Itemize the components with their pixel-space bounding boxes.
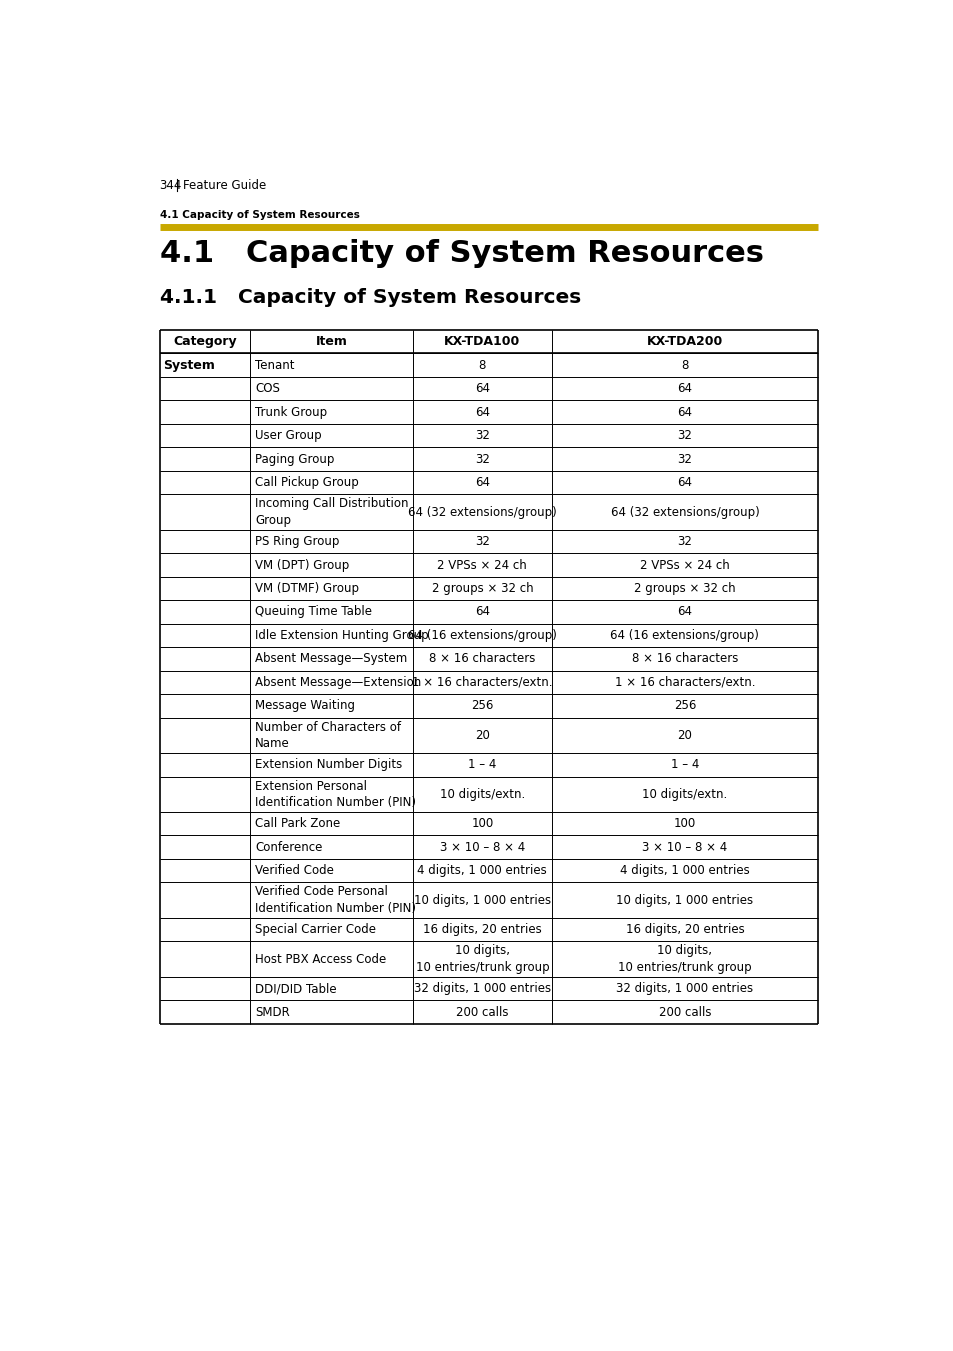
- Text: Category: Category: [173, 335, 236, 349]
- Text: 32 digits, 1 000 entries: 32 digits, 1 000 entries: [616, 982, 753, 996]
- Text: 16 digits, 20 entries: 16 digits, 20 entries: [422, 923, 541, 936]
- Text: 32: 32: [475, 430, 489, 442]
- Text: 20: 20: [475, 730, 489, 742]
- Text: 10 digits,
10 entries/trunk group: 10 digits, 10 entries/trunk group: [416, 944, 549, 974]
- Text: 344: 344: [159, 178, 182, 192]
- Text: Item: Item: [315, 335, 348, 349]
- Text: 3 × 10 – 8 × 4: 3 × 10 – 8 × 4: [439, 840, 524, 854]
- Text: Queuing Time Table: Queuing Time Table: [254, 605, 372, 619]
- Text: 8 × 16 characters: 8 × 16 characters: [631, 653, 738, 666]
- Text: 2 groups × 32 ch: 2 groups × 32 ch: [431, 582, 533, 594]
- Text: 64 (32 extensions/group): 64 (32 extensions/group): [408, 505, 557, 519]
- Text: 2 VPSs × 24 ch: 2 VPSs × 24 ch: [437, 558, 527, 571]
- Text: User Group: User Group: [254, 430, 321, 442]
- Text: Call Park Zone: Call Park Zone: [254, 817, 340, 831]
- Text: 4.1 Capacity of System Resources: 4.1 Capacity of System Resources: [159, 209, 359, 220]
- Text: Verified Code: Verified Code: [254, 865, 334, 877]
- Text: 64: 64: [475, 605, 489, 619]
- Text: Extension Number Digits: Extension Number Digits: [254, 758, 402, 771]
- Text: SMDR: SMDR: [254, 1005, 290, 1019]
- Text: 200 calls: 200 calls: [456, 1005, 508, 1019]
- Text: DDI/DID Table: DDI/DID Table: [254, 982, 336, 996]
- Text: VM (DPT) Group: VM (DPT) Group: [254, 558, 349, 571]
- Text: 10 digits, 1 000 entries: 10 digits, 1 000 entries: [414, 893, 550, 907]
- Text: 64: 64: [475, 382, 489, 396]
- Text: 8: 8: [478, 359, 485, 372]
- Text: 200 calls: 200 calls: [658, 1005, 710, 1019]
- Text: Idle Extension Hunting Group: Idle Extension Hunting Group: [254, 630, 428, 642]
- Text: 64: 64: [677, 476, 692, 489]
- Text: 100: 100: [471, 817, 493, 831]
- Text: Incoming Call Distribution
Group: Incoming Call Distribution Group: [254, 497, 408, 527]
- Text: 8: 8: [680, 359, 688, 372]
- Text: 1 – 4: 1 – 4: [468, 758, 496, 771]
- Text: 10 digits,
10 entries/trunk group: 10 digits, 10 entries/trunk group: [618, 944, 751, 974]
- Text: 4.1.1   Capacity of System Resources: 4.1.1 Capacity of System Resources: [159, 288, 580, 307]
- Text: PS Ring Group: PS Ring Group: [254, 535, 339, 549]
- Text: Conference: Conference: [254, 840, 322, 854]
- Text: COS: COS: [254, 382, 279, 396]
- Text: 256: 256: [673, 700, 696, 712]
- Text: Absent Message—System: Absent Message—System: [254, 653, 407, 666]
- Text: Paging Group: Paging Group: [254, 453, 335, 466]
- Text: Host PBX Access Code: Host PBX Access Code: [254, 952, 386, 966]
- Text: 32: 32: [677, 453, 692, 466]
- Text: Absent Message—Extension: Absent Message—Extension: [254, 676, 421, 689]
- Text: 16 digits, 20 entries: 16 digits, 20 entries: [625, 923, 743, 936]
- Text: Trunk Group: Trunk Group: [254, 405, 327, 419]
- Text: 2 groups × 32 ch: 2 groups × 32 ch: [634, 582, 735, 594]
- Text: KX-TDA100: KX-TDA100: [444, 335, 520, 349]
- Text: 2 VPSs × 24 ch: 2 VPSs × 24 ch: [639, 558, 729, 571]
- Text: 4.1   Capacity of System Resources: 4.1 Capacity of System Resources: [159, 239, 762, 267]
- Text: 64: 64: [677, 405, 692, 419]
- Text: VM (DTMF) Group: VM (DTMF) Group: [254, 582, 358, 594]
- Text: 64: 64: [677, 605, 692, 619]
- Text: 10 digits/extn.: 10 digits/extn.: [439, 788, 524, 801]
- Text: 32: 32: [677, 535, 692, 549]
- Text: 20: 20: [677, 730, 692, 742]
- Text: Message Waiting: Message Waiting: [254, 700, 355, 712]
- Text: 3 × 10 – 8 × 4: 3 × 10 – 8 × 4: [641, 840, 727, 854]
- Text: 32: 32: [475, 453, 489, 466]
- Text: 256: 256: [471, 700, 493, 712]
- Text: 64 (16 extensions/group): 64 (16 extensions/group): [408, 630, 557, 642]
- Text: 64 (32 extensions/group): 64 (32 extensions/group): [610, 505, 759, 519]
- Text: 10 digits, 1 000 entries: 10 digits, 1 000 entries: [616, 893, 753, 907]
- Text: 32: 32: [475, 535, 489, 549]
- Text: Extension Personal
Identification Number (PIN): Extension Personal Identification Number…: [254, 780, 416, 809]
- Text: 64: 64: [475, 476, 489, 489]
- Text: 32 digits, 1 000 entries: 32 digits, 1 000 entries: [414, 982, 550, 996]
- Text: 1 × 16 characters/extn.: 1 × 16 characters/extn.: [614, 676, 755, 689]
- Text: 4 digits, 1 000 entries: 4 digits, 1 000 entries: [619, 865, 749, 877]
- Text: Verified Code Personal
Identification Number (PIN): Verified Code Personal Identification Nu…: [254, 885, 416, 915]
- Text: 64 (16 extensions/group): 64 (16 extensions/group): [610, 630, 759, 642]
- Text: 32: 32: [677, 430, 692, 442]
- Text: 4 digits, 1 000 entries: 4 digits, 1 000 entries: [417, 865, 547, 877]
- Text: 10 digits/extn.: 10 digits/extn.: [641, 788, 727, 801]
- Text: 8 × 16 characters: 8 × 16 characters: [429, 653, 535, 666]
- Text: Number of Characters of
Name: Number of Characters of Name: [254, 720, 400, 750]
- Text: Tenant: Tenant: [254, 359, 294, 372]
- Text: KX-TDA200: KX-TDA200: [646, 335, 722, 349]
- Text: 64: 64: [475, 405, 489, 419]
- Text: 1 × 16 characters/extn.: 1 × 16 characters/extn.: [412, 676, 552, 689]
- Text: 64: 64: [677, 382, 692, 396]
- Text: Special Carrier Code: Special Carrier Code: [254, 923, 375, 936]
- Text: 1 – 4: 1 – 4: [670, 758, 699, 771]
- Text: Call Pickup Group: Call Pickup Group: [254, 476, 358, 489]
- Text: 100: 100: [673, 817, 696, 831]
- Text: System: System: [163, 359, 215, 372]
- Text: Feature Guide: Feature Guide: [183, 178, 266, 192]
